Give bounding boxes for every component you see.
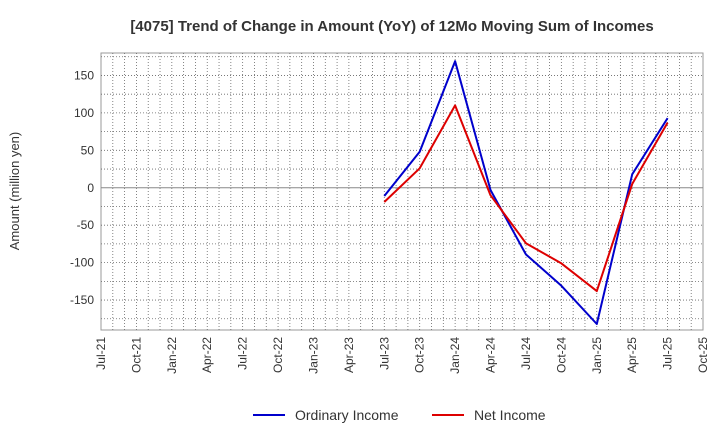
legend-label: Net Income [474, 407, 546, 423]
x-tick-labels: Jul-21 Oct-21 Jan-22 Apr-22 Jul-22 Oct-22 Jan-… [94, 337, 710, 374]
y-tick-label: 50 [81, 143, 95, 157]
x-tick-label: Jul-22 [236, 337, 250, 370]
x-tick-label: Oct-21 [129, 337, 143, 373]
y-tick-label: -150 [70, 293, 94, 307]
x-tick-label: Oct-23 [413, 337, 427, 373]
x-tick-label: Oct-24 [554, 337, 568, 373]
x-tick-label: Oct-25 [696, 337, 710, 373]
series-line-net-income [383, 104, 669, 293]
x-tick-label: Oct-22 [271, 337, 285, 373]
plot-area [100, 52, 704, 331]
x-tick-label: Jan-23 [306, 337, 320, 374]
y-tick-labels: 150 100 50 0 -50 -100 -150 [70, 68, 94, 307]
y-tick-label: 150 [74, 68, 94, 82]
y-axis-label: Amount (million yen) [7, 132, 22, 251]
x-tick-label: Jul-23 [377, 337, 391, 370]
y-tick-label: 0 [87, 181, 94, 195]
y-tick-label: 100 [74, 106, 94, 120]
series-lines [383, 60, 669, 325]
grid [101, 53, 703, 330]
legend: Ordinary Income Net Income [253, 407, 546, 423]
x-tick-label: Jul-24 [519, 337, 533, 370]
x-tick-label: Jan-25 [590, 337, 604, 374]
legend-label: Ordinary Income [295, 407, 399, 423]
x-tick-label: Apr-25 [625, 337, 639, 373]
x-tick-label: Apr-24 [484, 337, 498, 373]
x-tick-label: Jan-24 [448, 337, 462, 374]
x-tick-label: Apr-23 [342, 337, 356, 373]
y-tick-label: -100 [70, 256, 94, 270]
chart-title: [4075] Trend of Change in Amount (YoY) o… [130, 18, 653, 35]
x-tick-label: Apr-22 [200, 337, 214, 373]
x-tick-label: Jul-25 [661, 337, 675, 370]
x-tick-label: Jul-21 [94, 337, 108, 370]
x-tick-label: Jan-22 [165, 337, 179, 374]
series-line-ordinary-income [383, 60, 669, 325]
y-tick-label: -50 [77, 218, 95, 232]
